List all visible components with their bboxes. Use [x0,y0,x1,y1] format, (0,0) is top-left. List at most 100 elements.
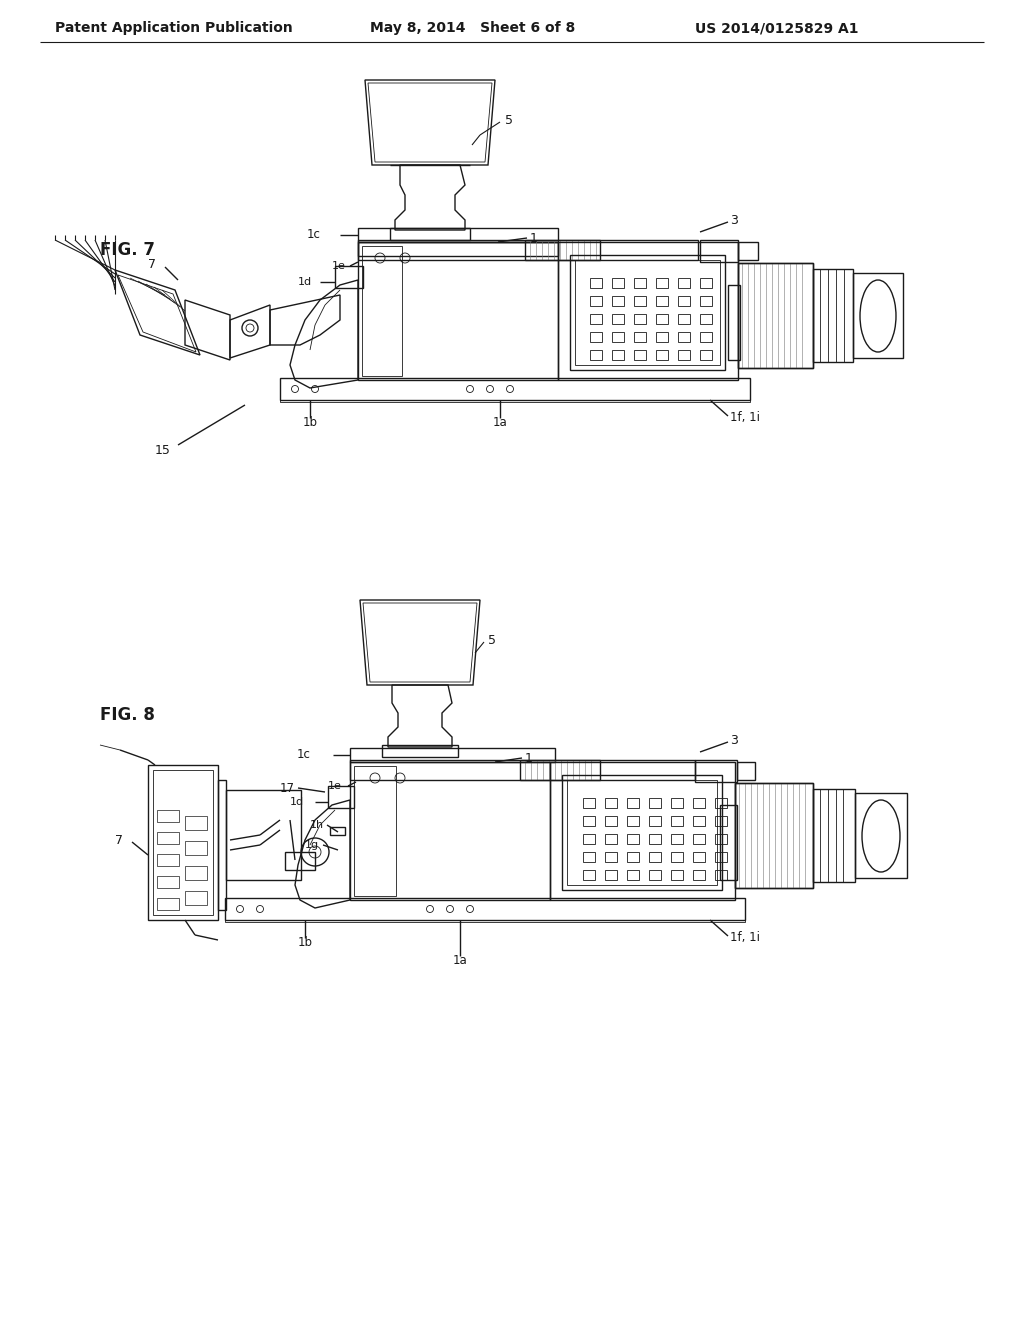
Bar [225,898,745,920]
Bar [634,296,646,306]
Text: US 2014/0125829 A1: US 2014/0125829 A1 [695,21,858,36]
Bar [715,870,727,880]
Text: 1b: 1b [298,936,312,949]
Bar [590,350,602,360]
Bar [678,279,690,288]
Bar [627,834,639,843]
Bar [612,296,624,306]
Bar [185,841,207,855]
Bar [813,789,855,882]
Bar [715,799,727,808]
Text: 1g: 1g [305,840,319,850]
Bar [855,793,907,878]
Text: 1h: 1h [310,820,325,830]
Bar [157,876,179,888]
Bar [583,834,595,843]
Bar [735,783,813,888]
Text: 7: 7 [115,833,123,846]
Bar [649,799,662,808]
Text: 1c: 1c [297,748,311,762]
Bar [520,760,600,780]
Bar [226,789,301,880]
Text: 17: 17 [280,781,295,795]
Bar [362,246,402,376]
Text: 1a: 1a [493,416,507,429]
Bar [148,766,218,920]
Bar [280,400,750,403]
Bar [358,240,698,260]
Bar [350,762,550,900]
Bar [390,228,470,240]
Bar [627,799,639,808]
Bar [558,242,738,380]
Bar [590,279,602,288]
Bar [656,314,668,323]
Bar [583,851,595,862]
Bar [185,866,207,880]
Bar [656,279,668,288]
Bar [627,816,639,826]
Bar [678,350,690,360]
Bar [738,263,813,368]
Bar [612,350,624,360]
Bar [671,799,683,808]
Bar [280,378,750,400]
Bar [700,333,712,342]
Text: 1f, 1i: 1f, 1i [730,412,760,425]
Bar [678,333,690,342]
Bar [693,834,705,843]
Bar [700,350,712,360]
Bar [656,350,668,360]
Bar [583,799,595,808]
Text: 7: 7 [148,259,156,272]
Bar [590,314,602,323]
Bar [590,333,602,342]
Bar [570,255,725,370]
Bar [605,851,617,862]
Bar [656,333,668,342]
Bar [185,891,207,906]
Bar [678,296,690,306]
Text: 1b: 1b [302,416,317,429]
Bar [700,314,712,323]
Bar [185,816,207,830]
Text: 1f, 1i: 1f, 1i [730,932,760,945]
Bar [649,870,662,880]
Bar [330,828,345,836]
Bar [671,870,683,880]
Text: May 8, 2014   Sheet 6 of 8: May 8, 2014 Sheet 6 of 8 [370,21,575,36]
Bar [649,851,662,862]
Bar [720,805,737,880]
Bar [567,780,717,884]
Bar [715,816,727,826]
Text: Patent Application Publication: Patent Application Publication [55,21,293,36]
Bar [671,834,683,843]
Bar [656,296,668,306]
Bar [157,898,179,909]
Bar [157,854,179,866]
Bar [328,785,354,808]
Bar [583,870,595,880]
Bar [605,816,617,826]
Bar [157,832,179,843]
Bar [335,267,362,288]
Bar [605,799,617,808]
Bar [225,920,745,921]
Bar [358,242,558,380]
Bar [738,263,813,368]
Bar [649,816,662,826]
Bar [695,760,737,781]
Text: 1e: 1e [328,781,342,791]
Bar [153,770,213,915]
Text: 5: 5 [488,634,496,647]
Bar [612,333,624,342]
Text: 1c: 1c [307,228,321,242]
Bar [634,279,646,288]
Bar [853,273,903,358]
Bar [693,816,705,826]
Bar [350,748,555,762]
Bar [627,851,639,862]
Bar [358,228,558,242]
Text: 1e: 1e [332,261,346,271]
Bar [693,799,705,808]
